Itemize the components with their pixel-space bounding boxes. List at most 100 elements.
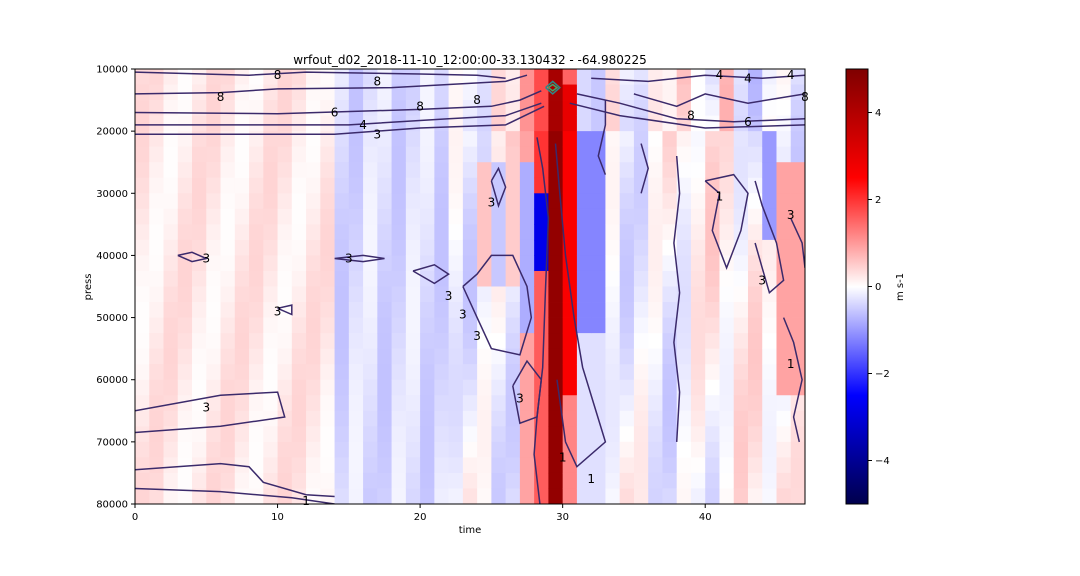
heatmap-cell: [306, 239, 321, 256]
heatmap-cell: [747, 224, 763, 241]
heatmap-cell: [220, 441, 236, 458]
heatmap-cell: [705, 115, 720, 132]
heatmap-cell: [291, 115, 307, 132]
contour-line: [640, 143, 649, 194]
heatmap-cell: [719, 364, 735, 381]
heatmap-cell: [334, 488, 350, 504]
heatmap-cell: [790, 84, 805, 101]
heatmap-cell: [149, 379, 164, 396]
heatmap-cell: [377, 224, 392, 241]
heatmap-cell: [633, 441, 649, 458]
heatmap-cell: [334, 84, 350, 101]
heatmap-cell: [405, 410, 421, 427]
heatmap-cell: [348, 208, 364, 225]
heatmap-cell: [434, 333, 450, 350]
heatmap-cell: [192, 193, 207, 210]
heatmap-cell: [719, 177, 735, 194]
contour-line: [490, 166, 507, 209]
heatmap-cell: [676, 488, 692, 504]
heatmap-cell: [776, 100, 792, 117]
heatmap-cell: [249, 131, 264, 148]
heatmap-cell: [234, 115, 250, 132]
heatmap-cell: [320, 69, 335, 85]
heatmap-cell: [762, 286, 777, 303]
heatmap-cell: [576, 333, 592, 350]
heatmap-cell: [220, 426, 236, 443]
heatmap-cell: [690, 457, 706, 474]
heatmap-cell: [519, 472, 535, 489]
heatmap-cell: [747, 270, 763, 287]
heatmap-cell: [676, 255, 692, 272]
heatmap-cell: [334, 302, 350, 318]
contour-label: 1: [587, 472, 595, 486]
heatmap-cell: [163, 69, 179, 85]
heatmap-cell: [477, 286, 492, 303]
heatmap-cell: [434, 84, 450, 101]
heatmap-cell: [348, 100, 364, 117]
heatmap-cell: [762, 162, 777, 179]
heatmap-cell: [149, 69, 164, 85]
heatmap-cell: [234, 426, 250, 443]
heatmap-cell: [434, 364, 450, 381]
heatmap-cell: [619, 193, 635, 210]
heatmap-cell: [505, 488, 521, 504]
heatmap-cell: [163, 348, 179, 365]
heatmap-cell: [405, 426, 421, 443]
heatmap-cell: [420, 239, 435, 256]
heatmap-cell: [391, 146, 407, 163]
heatmap-cell: [448, 472, 464, 489]
heatmap-cell: [534, 131, 549, 148]
heatmap-cell: [633, 348, 649, 365]
heatmap-cell: [163, 286, 179, 303]
heatmap-cell: [377, 177, 392, 194]
heatmap-cell: [405, 395, 421, 412]
heatmap-cell: [420, 286, 435, 303]
heatmap-cell: [334, 208, 350, 225]
heatmap-cell: [705, 472, 720, 489]
heatmap-cell: [762, 348, 777, 365]
heatmap-cell: [633, 69, 649, 85]
heatmap-cell: [363, 100, 378, 117]
heatmap-cell: [762, 457, 777, 474]
heatmap-cell: [633, 317, 649, 334]
heatmap-cell: [306, 426, 321, 443]
heatmap-cell: [733, 224, 749, 241]
heatmap-cell: [149, 457, 164, 474]
heatmap-cell: [605, 395, 621, 412]
heatmap-cell: [391, 302, 407, 318]
heatmap-cell: [491, 379, 507, 396]
heatmap-cell: [690, 193, 706, 210]
heatmap-cell: [762, 69, 777, 85]
heatmap-cell: [705, 255, 720, 272]
heatmap-cell: [519, 457, 535, 474]
heatmap-cell: [363, 441, 378, 458]
heatmap-cell: [149, 208, 164, 225]
heatmap-cell: [477, 208, 492, 225]
heatmap-cell: [790, 115, 805, 132]
heatmap-cell: [747, 333, 763, 350]
heatmap-cell: [177, 441, 193, 458]
heatmap-cell: [548, 239, 564, 256]
heatmap-cell: [562, 348, 578, 365]
heatmap-cell: [733, 131, 749, 148]
heatmap-cell: [249, 302, 264, 318]
heatmap-cell: [619, 69, 635, 85]
heatmap-cell: [177, 131, 193, 148]
heatmap-cell: [719, 472, 735, 489]
heatmap-cell: [633, 426, 649, 443]
heatmap-cell: [776, 302, 792, 318]
heatmap-cell: [576, 100, 592, 117]
heatmap-cell: [192, 115, 207, 132]
heatmap-cell: [434, 317, 450, 334]
heatmap-cell: [377, 379, 392, 396]
heatmap-cell: [648, 333, 663, 350]
heatmap-cell: [249, 208, 264, 225]
heatmap-cell: [733, 255, 749, 272]
heatmap-cell: [334, 441, 350, 458]
heatmap-cell: [163, 333, 179, 350]
heatmap-cell: [548, 270, 564, 287]
heatmap-cell: [177, 317, 193, 334]
heatmap-cell: [135, 162, 150, 179]
heatmap-cell: [135, 441, 150, 458]
heatmap-cell: [648, 239, 663, 256]
